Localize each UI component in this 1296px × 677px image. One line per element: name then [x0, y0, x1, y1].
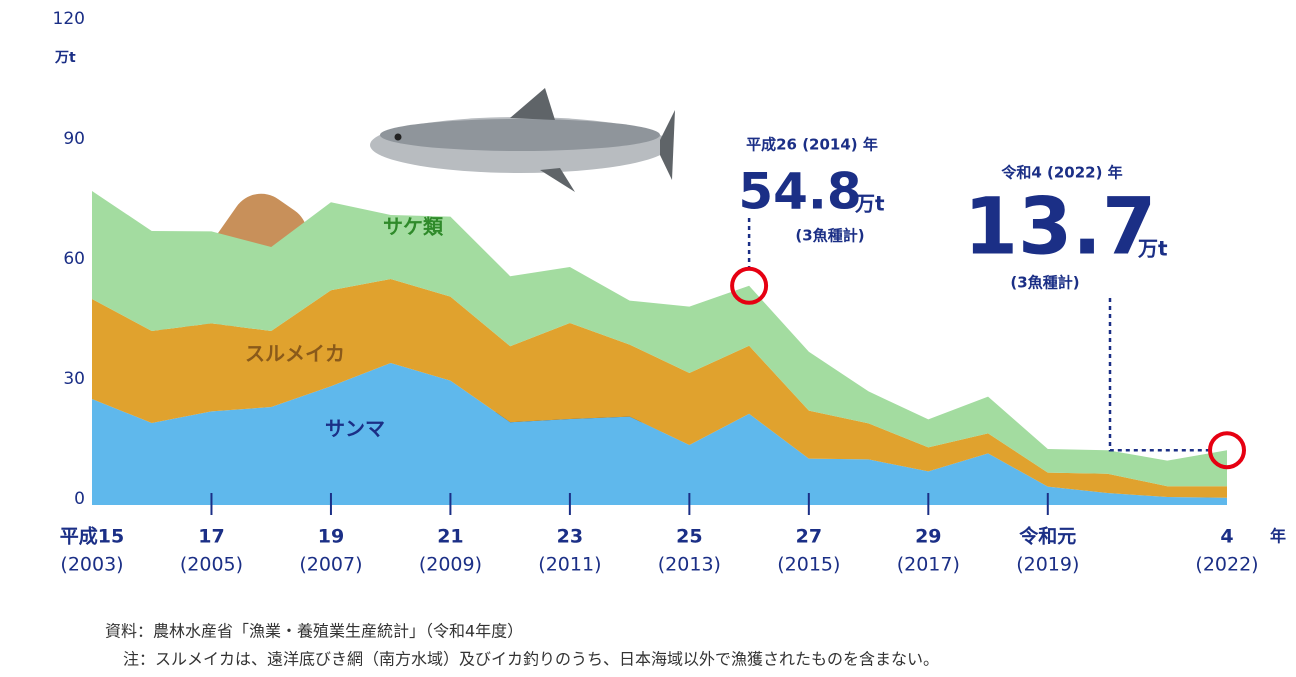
- x-tick-sublabel: (2017): [897, 554, 960, 576]
- y-tick-label: 90: [63, 129, 85, 149]
- y-tick-label: 30: [63, 369, 85, 389]
- x-unit: 年: [1270, 527, 1286, 546]
- x-tick-sublabel: (2022): [1195, 554, 1258, 576]
- y-tick-label: 120: [53, 9, 85, 29]
- x-tick-label: 27: [796, 526, 822, 548]
- x-tick-label: 4: [1220, 526, 1233, 548]
- highlight-marker: [1208, 431, 1246, 470]
- area: [92, 363, 1227, 505]
- x-tick-label: 19: [318, 526, 344, 548]
- annotation-unit: 万t: [1137, 237, 1168, 261]
- annotation-value: 13.7: [964, 182, 1156, 272]
- annotation-value: 54.8: [738, 163, 861, 221]
- x-tick-label: 平成15: [60, 525, 124, 548]
- x-tick-sublabel: (2019): [1016, 554, 1079, 576]
- footnote: 注：スルメイカは、遠洋底びき網（南方水域）及びイカ釣りのうち、日本海域以外で漁獲…: [123, 650, 939, 669]
- x-tick-sublabel: (2005): [180, 554, 243, 576]
- x-tick-label: 17: [198, 526, 224, 548]
- x-tick-label: 29: [915, 526, 941, 548]
- annotation-unit: 万t: [854, 192, 885, 216]
- x-tick-label: 21: [437, 526, 463, 548]
- x-tick-sublabel: (2015): [777, 554, 840, 576]
- x-tick-sublabel: (2013): [658, 554, 721, 576]
- annotation-note: (3魚種計): [795, 227, 864, 245]
- x-tick-label: 令和元: [1019, 525, 1076, 548]
- source: 資料：農林水産省「漁業・養殖業生産統計」（令和4年度）: [105, 622, 523, 641]
- x-tick-label: 25: [676, 526, 702, 548]
- y-tick-label: 60: [63, 249, 85, 269]
- highlight-marker: [730, 266, 769, 305]
- annotation-title: 令和4 (2022) 年: [1001, 164, 1122, 182]
- series-label: サケ類: [383, 215, 444, 239]
- x-tick-sublabel: (2009): [419, 554, 482, 576]
- annotation-note: (3魚種計): [1010, 274, 1079, 292]
- x-tick-sublabel: (2007): [299, 554, 362, 576]
- x-tick-sublabel: (2003): [60, 554, 123, 576]
- leader-line: [1108, 298, 1209, 452]
- series-label: スルメイカ: [245, 342, 345, 366]
- annotation-title: 平成26 (2014) 年: [746, 136, 878, 154]
- area: [92, 279, 1227, 498]
- y-unit: 万t: [54, 50, 76, 66]
- x-tick-label: 23: [557, 526, 583, 548]
- series-label: サンマ: [325, 417, 385, 441]
- area: [92, 191, 1227, 487]
- y-tick-label: 0: [74, 489, 85, 509]
- x-tick-sublabel: (2011): [538, 554, 601, 576]
